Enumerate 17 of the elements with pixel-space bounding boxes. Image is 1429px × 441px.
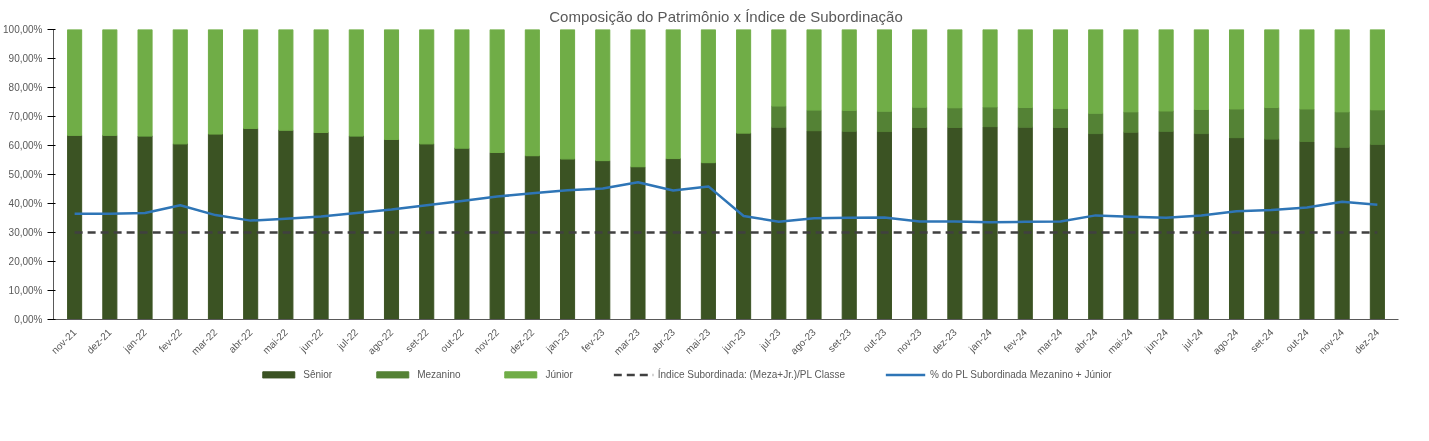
legend-label: Sênior <box>303 368 333 380</box>
legend-label: % do PL Subordinada Mezanino + Júnior <box>930 368 1112 380</box>
legend-label: Júnior <box>545 368 573 380</box>
y-tick-label: 30,00% <box>8 227 43 238</box>
y-tick-label: 40,00% <box>8 198 43 209</box>
y-tick-label: 100,00% <box>3 24 43 35</box>
y-tick-label: 10,00% <box>8 285 43 296</box>
y-tick-label: 20,00% <box>8 256 43 267</box>
legend-label: Índice Subordinada: (Meza+Jr.)/PL Classe <box>657 368 846 380</box>
chart-title: Composição do Patrimônio x Índice de Subordinação <box>549 7 903 25</box>
y-tick-label: 50,00% <box>8 169 43 180</box>
y-tick-label: 90,00% <box>8 53 43 64</box>
y-tick-label: 0,00% <box>14 314 43 325</box>
y-tick-label: 70,00% <box>8 111 43 122</box>
y-tick-label: 60,00% <box>8 140 43 151</box>
legend-label: Mezanino <box>417 368 461 380</box>
y-tick-label: 80,00% <box>8 82 43 93</box>
